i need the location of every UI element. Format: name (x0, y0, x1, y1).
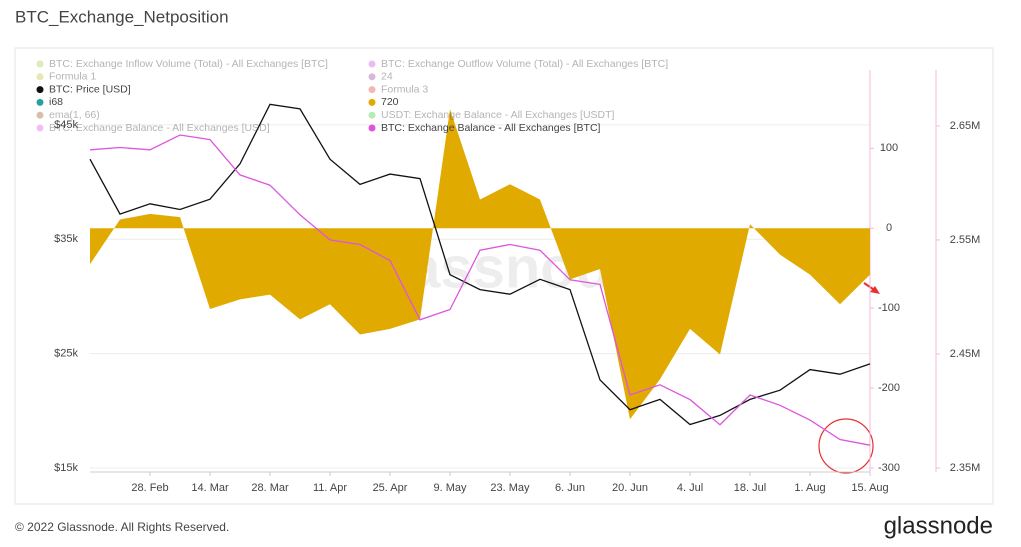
x-tick-label: 9. May (433, 482, 467, 494)
x-tick-label: 20. Jun (612, 482, 648, 494)
annotations (818, 282, 880, 474)
legend-label: i68 (49, 96, 63, 108)
y3-tick-label: 2.45M (950, 348, 981, 360)
legend-label: BTC: Price [USD] (49, 83, 131, 95)
y2-tick-label: -100 (878, 302, 900, 314)
legend-marker (36, 60, 44, 68)
legend-marker (368, 111, 376, 119)
x-tick-label: 6. Jun (555, 482, 585, 494)
y-tick-label: $45k (54, 119, 78, 131)
legend-label: BTC: Exchange Balance - All Exchanges [B… (381, 122, 601, 134)
x-tick-label: 4. Jul (677, 482, 703, 494)
legend-marker (36, 98, 44, 106)
chart-title: BTC_Exchange_Netposition (15, 7, 229, 26)
y2-tick-label: -200 (878, 382, 900, 394)
y3-tick-label: 2.35M (950, 462, 981, 474)
legend-marker (368, 124, 376, 132)
legend-label: BTC: Exchange Outflow Volume (Total) - A… (381, 58, 668, 70)
x-tick-label: 28. Feb (131, 482, 168, 494)
x-tick-label: 18. Jul (734, 482, 766, 494)
y-tick-label: $35k (54, 233, 78, 245)
legend-marker (36, 124, 44, 132)
legend-label: 24 (381, 71, 393, 83)
legend-marker (368, 60, 376, 68)
legend-label: USDT: Exchange Balance - All Exchanges [… (381, 109, 615, 121)
x-tick-label: 28. Mar (251, 482, 289, 494)
arrow-head (870, 286, 880, 294)
legend-marker (368, 98, 376, 106)
y2-tick-label: 100 (880, 142, 898, 154)
y-tick-label: $15k (54, 462, 78, 474)
legend-label: ema(1, 66) (49, 109, 100, 121)
y2-tick-label: -300 (878, 462, 900, 474)
y3-tick-label: 2.65M (950, 120, 981, 132)
legend-label: BTC: Exchange Inflow Volume (Total) - Al… (49, 58, 328, 70)
legend-marker (368, 73, 376, 81)
y3-tick-label: 2.55M (950, 234, 981, 246)
legend-marker (368, 86, 376, 94)
area (90, 109, 870, 420)
legend-label: BTC: Exchange Balance - All Exchanges [U… (49, 122, 270, 134)
legend-label: Formula 1 (49, 71, 96, 83)
x-tick-label: 1. Aug (794, 482, 825, 494)
copyright: © 2022 Glassnode. All Rights Reserved. (15, 520, 229, 534)
panel (14, 47, 994, 505)
brand: glassnode (884, 512, 993, 539)
legend-label: Formula 3 (381, 83, 428, 95)
highlight-circle (818, 418, 874, 474)
y2-tick-label: 0 (886, 222, 892, 234)
x-tick-label: 14. Mar (191, 482, 229, 494)
line (89, 134, 871, 446)
legend-marker (36, 111, 44, 119)
x-tick-label: 15. Aug (851, 482, 888, 494)
x-tick-label: 11. Apr (313, 482, 347, 494)
y-tick-label: $25k (54, 348, 78, 360)
x-tick-label: 23. May (490, 482, 530, 494)
legend-marker (36, 73, 44, 81)
legend-label: 720 (381, 96, 399, 108)
x-tick-label: 25. Apr (373, 482, 408, 494)
legend-marker (36, 86, 44, 94)
